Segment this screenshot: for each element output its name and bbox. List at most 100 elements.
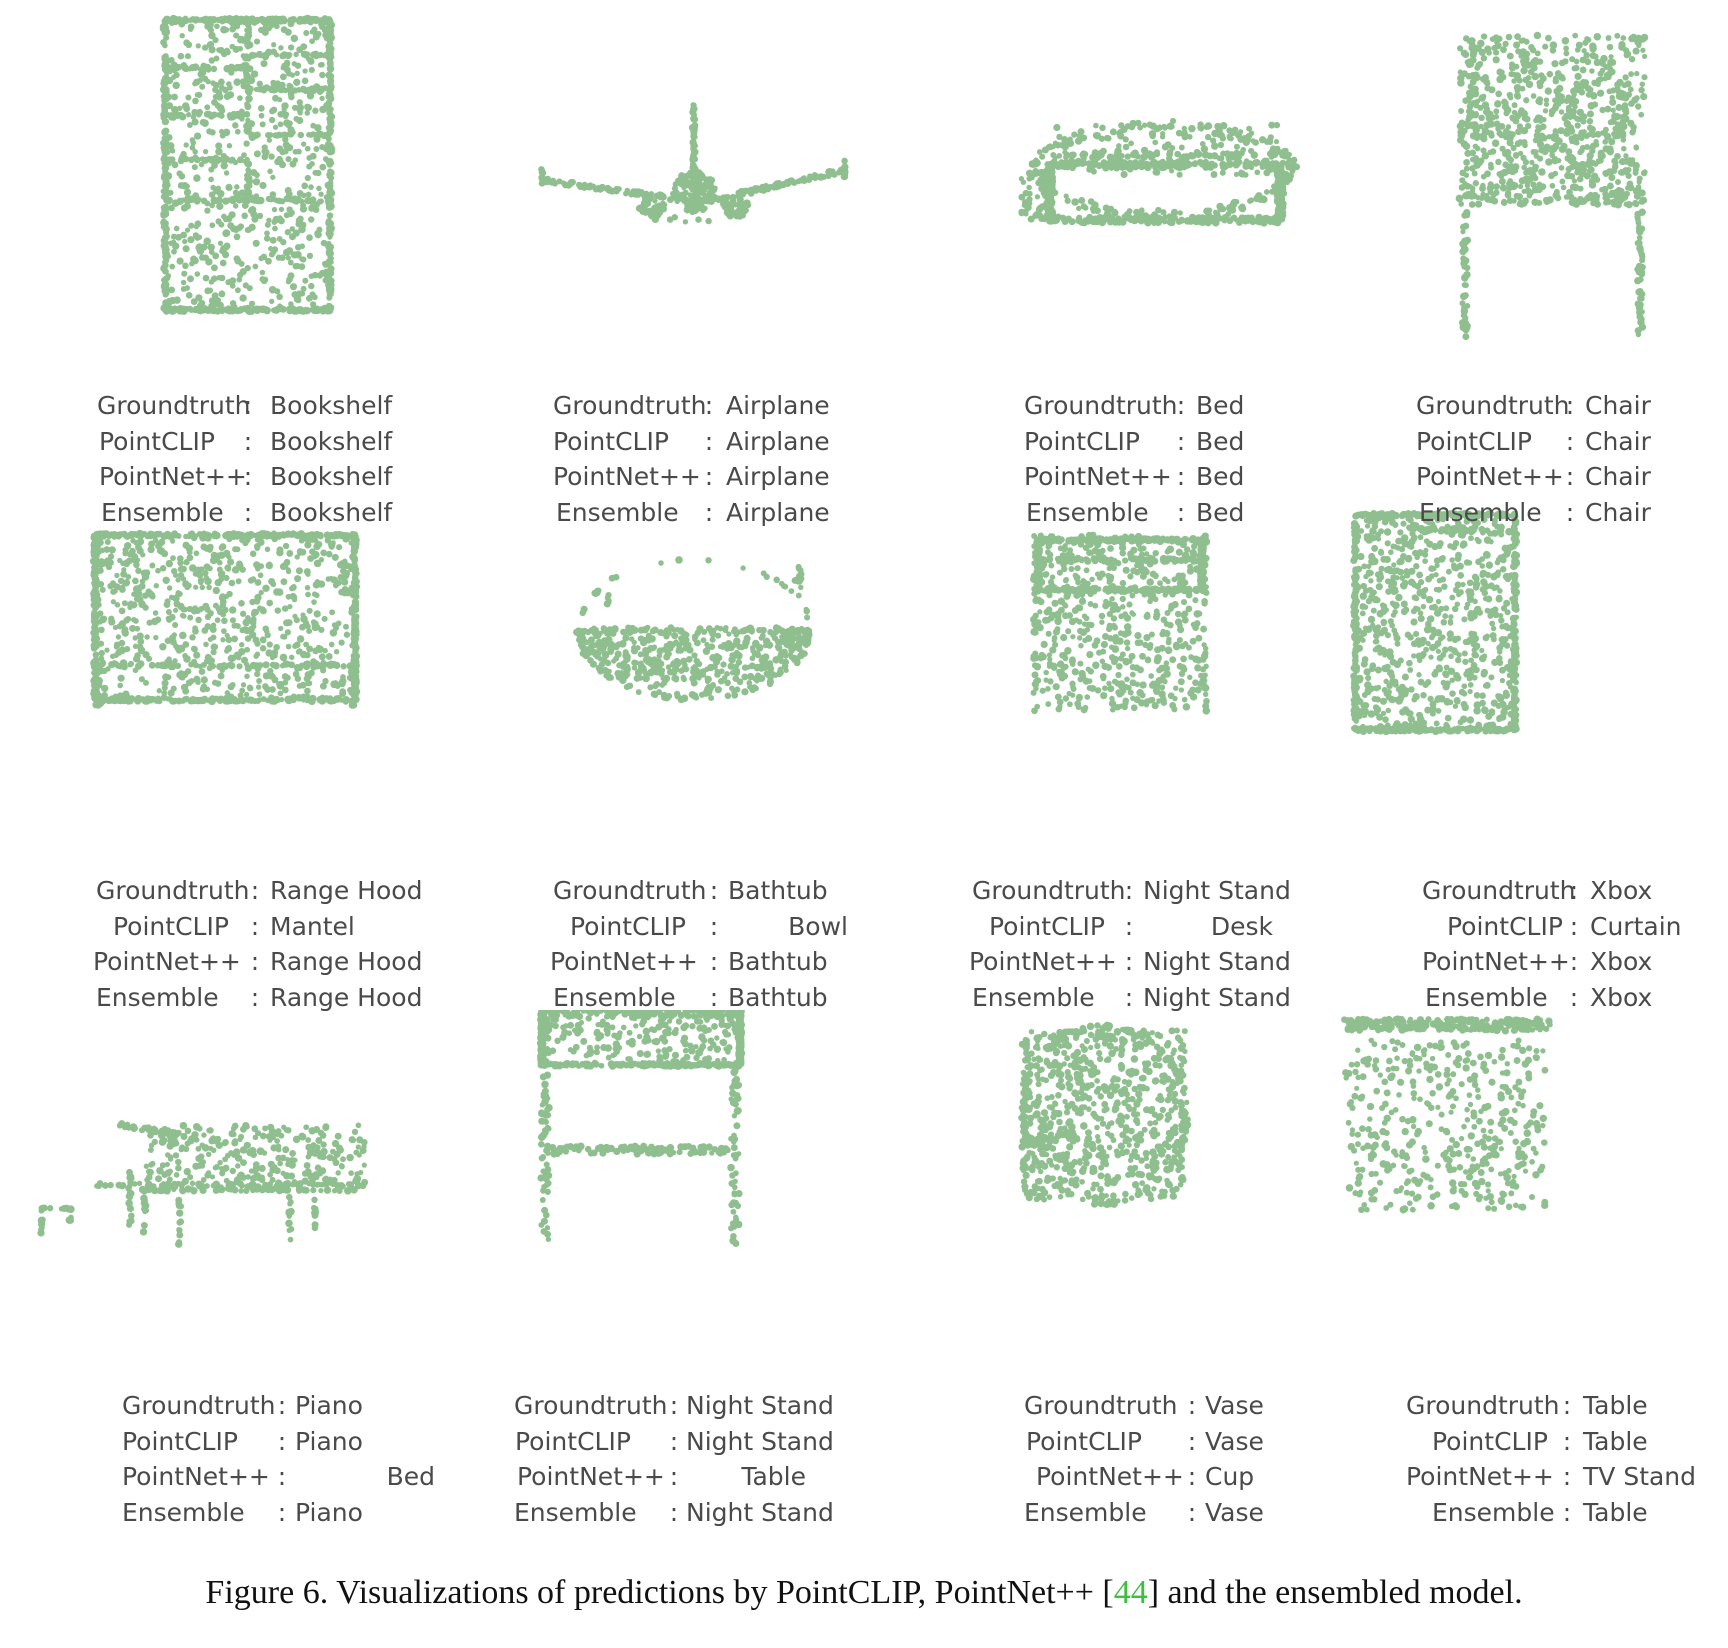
point	[328, 641, 335, 648]
point	[1589, 147, 1596, 155]
point	[102, 530, 110, 538]
point	[1533, 199, 1540, 206]
point	[218, 290, 226, 298]
point	[285, 247, 294, 255]
point	[1219, 135, 1227, 142]
point	[297, 550, 303, 556]
point	[245, 308, 252, 315]
point	[245, 95, 253, 103]
point	[280, 578, 288, 586]
point	[320, 308, 326, 314]
point	[143, 679, 149, 686]
point	[1563, 45, 1569, 52]
point	[161, 128, 169, 136]
point	[257, 572, 264, 579]
point	[1082, 205, 1089, 211]
point	[1474, 44, 1482, 52]
point	[1128, 217, 1134, 224]
point	[1610, 107, 1616, 113]
point	[193, 156, 201, 164]
point	[296, 635, 305, 643]
point	[134, 652, 141, 659]
point	[270, 106, 278, 114]
point	[1139, 162, 1146, 170]
point	[1576, 108, 1584, 117]
point	[1463, 273, 1470, 280]
point	[225, 566, 232, 572]
point	[1621, 145, 1627, 152]
point	[281, 562, 289, 569]
point	[1635, 219, 1642, 226]
point	[1150, 215, 1158, 223]
point	[1099, 147, 1107, 155]
point	[178, 644, 184, 651]
point	[309, 152, 317, 160]
point	[1619, 118, 1627, 126]
point	[1554, 194, 1562, 202]
point	[309, 197, 316, 204]
point	[1579, 144, 1586, 151]
point	[193, 174, 201, 182]
point	[1579, 165, 1588, 174]
point	[1153, 149, 1161, 156]
panel-bookshelf	[30, 10, 462, 530]
point	[221, 628, 227, 634]
point	[290, 34, 299, 43]
point	[1135, 119, 1142, 127]
point	[270, 581, 277, 588]
point	[1571, 108, 1577, 114]
point	[1253, 194, 1261, 203]
point	[1624, 80, 1632, 88]
point	[286, 86, 293, 93]
point	[321, 52, 327, 59]
point	[163, 208, 169, 215]
point	[291, 104, 299, 111]
point	[173, 64, 181, 72]
point	[1599, 130, 1606, 136]
point	[311, 26, 318, 33]
panel-range-hood	[30, 495, 462, 1015]
point	[190, 255, 198, 263]
point	[320, 667, 327, 674]
point	[1286, 151, 1292, 158]
point	[1225, 150, 1232, 157]
point	[1487, 149, 1494, 156]
point	[269, 672, 275, 679]
point	[273, 23, 280, 30]
point	[182, 245, 190, 253]
point	[226, 17, 233, 24]
point	[1612, 159, 1619, 166]
point	[1584, 161, 1592, 168]
point	[258, 606, 266, 614]
point	[1515, 193, 1524, 201]
point	[165, 615, 172, 622]
point	[1287, 172, 1294, 180]
point	[239, 642, 245, 648]
point	[308, 556, 314, 562]
point	[1459, 300, 1466, 307]
point	[198, 606, 205, 612]
point	[213, 533, 220, 540]
point	[1622, 158, 1630, 165]
point	[165, 559, 174, 568]
point	[293, 295, 302, 303]
point	[1565, 166, 1573, 173]
point	[1526, 192, 1533, 199]
point	[208, 31, 216, 40]
point	[1490, 192, 1497, 199]
point	[1071, 131, 1078, 138]
point	[196, 17, 202, 23]
point	[155, 567, 161, 574]
point	[1571, 178, 1578, 184]
point	[242, 618, 250, 627]
point	[1635, 184, 1642, 190]
point	[1587, 167, 1593, 173]
point	[291, 308, 298, 315]
point	[214, 617, 221, 624]
point	[163, 275, 169, 281]
panel-airplane	[480, 10, 912, 530]
point	[1558, 93, 1566, 100]
point	[1603, 72, 1610, 78]
point	[319, 71, 326, 79]
point	[1109, 214, 1116, 221]
